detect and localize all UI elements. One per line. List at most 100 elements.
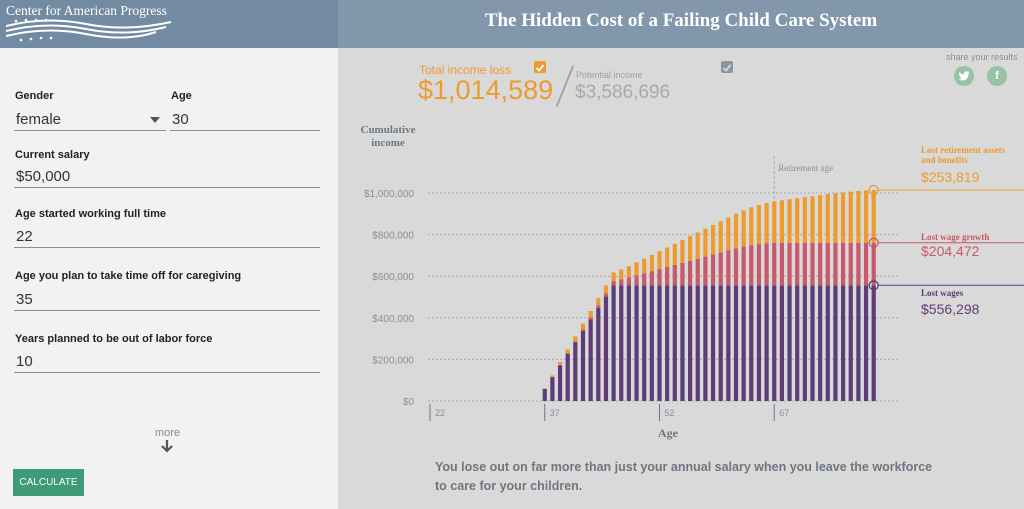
bar-segment — [871, 285, 876, 401]
bar-segment — [710, 254, 716, 286]
x-tick-label: 52 — [665, 408, 675, 418]
bar-segment — [688, 285, 693, 401]
potential-income-value: $3,586,696 — [575, 82, 671, 103]
bar-segment — [810, 196, 815, 243]
bar-segment — [642, 273, 647, 286]
total-loss-checkbox[interactable] — [534, 61, 546, 73]
timeoff-age-value: 35 — [16, 291, 33, 308]
results-area: Total income loss $1,014,589 Potential i… — [338, 48, 1024, 509]
potential-income-checkbox[interactable] — [721, 61, 733, 73]
age-input[interactable]: 30 — [170, 109, 320, 131]
caption-text: You lose out on far more than just your … — [435, 460, 933, 493]
bar-segment — [741, 246, 746, 286]
bar-segment — [818, 242, 823, 286]
start-age-value: 22 — [16, 228, 33, 245]
bar-segment — [764, 202, 769, 244]
bar-segment — [810, 285, 815, 401]
bar-segment — [726, 285, 731, 401]
bar-segment — [733, 213, 739, 249]
bar-segment — [818, 285, 823, 401]
bar-segment — [863, 242, 869, 286]
bar-segment — [703, 285, 708, 401]
bar-segment — [557, 365, 563, 401]
bar-segment — [733, 285, 739, 401]
bar-segment — [733, 248, 739, 286]
bar-segment — [580, 329, 586, 331]
bar-segment — [619, 269, 624, 280]
bar-segment — [756, 205, 762, 245]
top-bar: Center for American Progress The Hidden … — [0, 0, 1024, 48]
bar-segment — [695, 285, 700, 401]
bar-segment — [825, 242, 830, 286]
series-name-label: Lost wages — [921, 288, 964, 298]
share-label: share your results — [946, 52, 1018, 62]
x-tick-label: 67 — [779, 408, 789, 418]
bar-segment — [626, 266, 631, 278]
bar-segment — [596, 307, 601, 401]
bar-segment — [841, 242, 846, 286]
bar-segment — [756, 285, 762, 401]
bar-segment — [764, 285, 769, 401]
bar-segment — [833, 242, 838, 286]
salary-input[interactable]: $50,000 — [14, 166, 320, 188]
bar-segment — [703, 256, 708, 286]
bar-segment — [718, 221, 723, 253]
bar-segment — [550, 375, 555, 378]
bar-segment — [710, 285, 716, 401]
bar-segment — [833, 285, 838, 401]
bar-segment — [787, 242, 792, 286]
series-value-label: $253,819 — [921, 169, 980, 185]
bar-segment — [665, 285, 670, 401]
bar-segment — [542, 388, 547, 401]
bar-segment — [634, 262, 639, 276]
bar-segment — [841, 285, 846, 401]
bar-segment — [779, 285, 784, 401]
start-age-input[interactable]: 22 — [14, 226, 320, 248]
age-value: 30 — [172, 111, 189, 128]
bar-segment — [542, 388, 547, 389]
series-value-label: $204,472 — [921, 243, 980, 259]
facebook-icon[interactable]: f — [987, 66, 1007, 86]
timeoff-age-input[interactable]: 35 — [14, 289, 320, 311]
bar-segment — [619, 279, 624, 286]
years-out-value: 10 — [16, 353, 33, 370]
bar-segment — [718, 252, 723, 286]
bar-segment — [848, 285, 853, 401]
bar-segment — [841, 192, 846, 243]
years-out-input[interactable]: 10 — [14, 351, 320, 373]
bar-segment — [580, 330, 586, 401]
more-link[interactable]: more — [155, 427, 181, 439]
arrow-down-icon[interactable] — [160, 439, 174, 453]
bar-segment — [573, 336, 578, 342]
bar-segment — [795, 242, 800, 286]
y-tick-label: $800,000 — [372, 231, 414, 242]
bar-segment — [848, 191, 853, 243]
series-value-label: $556,298 — [921, 301, 980, 317]
bar-segment — [802, 285, 807, 401]
bar-segment — [863, 190, 869, 243]
page-title: The Hidden Cost of a Failing Child Care … — [484, 10, 878, 31]
bar-segment — [749, 207, 754, 246]
check-icon — [722, 64, 732, 72]
y-tick-label: $400,000 — [372, 314, 414, 325]
twitter-icon[interactable] — [954, 66, 974, 86]
bar-segment — [672, 243, 677, 265]
series-name-label: and benefits — [921, 155, 968, 165]
bar-segment — [726, 217, 731, 251]
bar-segment — [649, 271, 654, 286]
potential-income-label: Potential income — [576, 70, 643, 80]
bar-segment — [657, 285, 662, 401]
bar-segment — [557, 362, 563, 366]
years-out-label: Years planned to be out of labor force — [15, 333, 213, 345]
x-tick-label: 22 — [435, 408, 445, 418]
bar-segment — [749, 245, 754, 286]
logo-block[interactable]: Center for American Progress — [0, 0, 338, 48]
calculate-button[interactable]: CALCULATE — [13, 469, 84, 496]
total-loss-value: $1,014,589 — [418, 75, 554, 105]
bar-segment — [749, 285, 754, 401]
total-loss-label: Total income loss — [419, 63, 512, 77]
start-age-label: Age started working full time — [15, 208, 166, 220]
bar-segment — [703, 228, 708, 257]
bar-segment — [588, 317, 593, 320]
gender-select[interactable]: female — [14, 109, 166, 131]
